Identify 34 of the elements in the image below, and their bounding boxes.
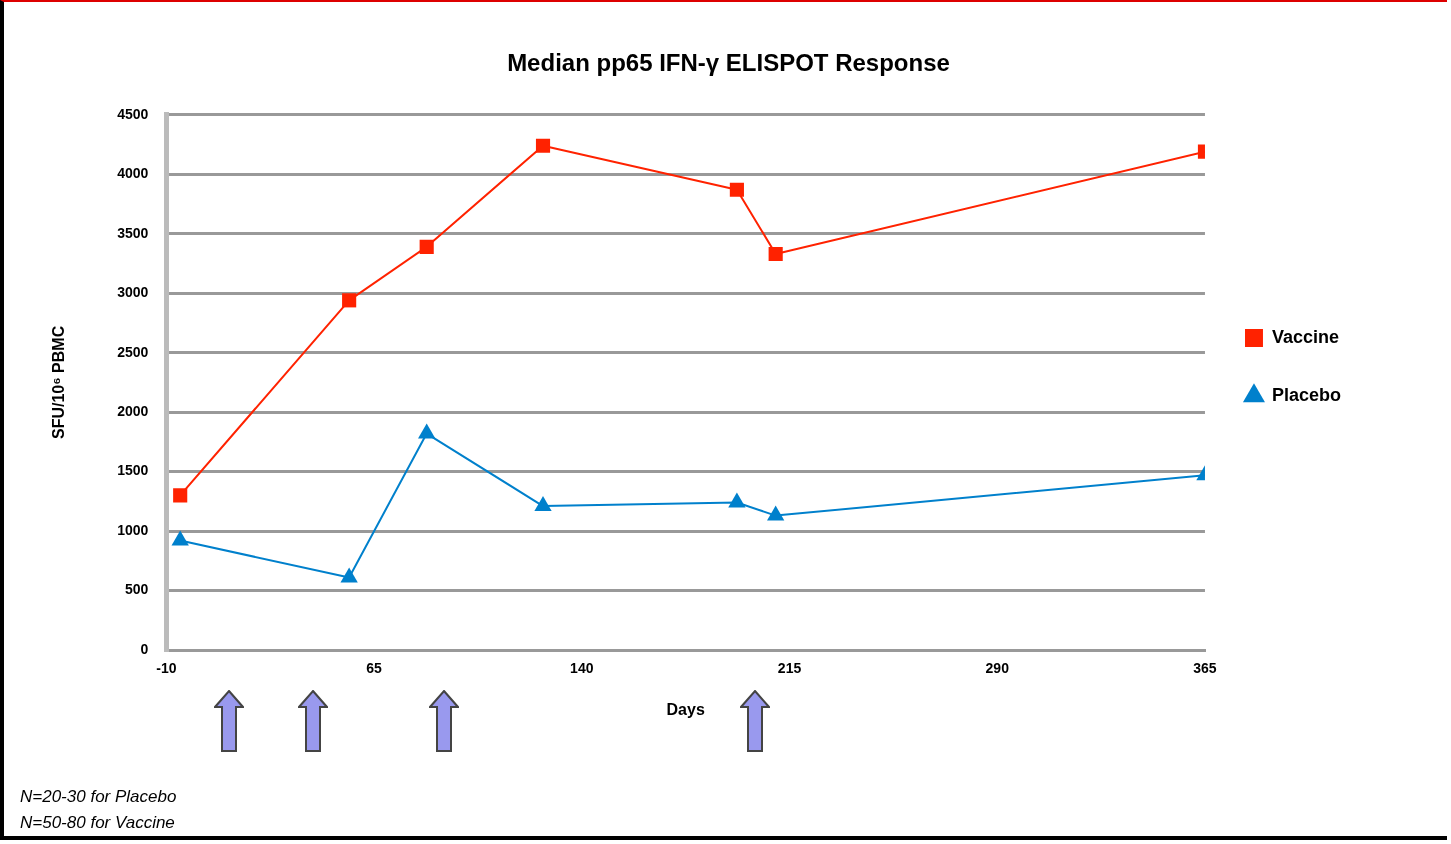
y-tick-label: 3000 bbox=[117, 284, 149, 301]
text: N=50-80 for Vaccine bbox=[20, 812, 176, 834]
y-axis-title: SFU/10⁶ PBMC bbox=[50, 325, 68, 439]
y-tick-label: 0 bbox=[140, 640, 149, 657]
chart-title: Median pp65 IFN-γ ELISPOT Response bbox=[507, 49, 950, 77]
point bbox=[767, 505, 785, 521]
point bbox=[342, 293, 357, 308]
point bbox=[418, 423, 436, 439]
x-tick-label: 290 bbox=[985, 660, 1010, 677]
legend-label: Vaccine bbox=[1271, 326, 1340, 347]
point bbox=[340, 567, 358, 583]
x-axis-title: Days bbox=[666, 700, 705, 718]
point bbox=[419, 239, 434, 254]
text: N=20-30 for Placebo bbox=[20, 786, 177, 808]
point bbox=[535, 138, 551, 153]
y-tick-label: 3500 bbox=[117, 224, 149, 241]
x-tick-label: 140 bbox=[570, 660, 594, 677]
x-tick-label: -10 bbox=[156, 660, 177, 677]
y-tick-label: 2000 bbox=[117, 402, 149, 419]
point bbox=[768, 246, 783, 262]
y-tick-label: 2500 bbox=[117, 343, 149, 360]
x-tick-label: 365 bbox=[1193, 660, 1217, 677]
y-tick-label: 500 bbox=[124, 581, 149, 598]
point bbox=[728, 492, 746, 508]
y-tick-label: 4000 bbox=[117, 165, 149, 182]
point bbox=[171, 530, 189, 546]
x-tick-label: 65 bbox=[366, 660, 383, 677]
point bbox=[534, 496, 552, 512]
x-tick-label: 215 bbox=[777, 660, 802, 677]
y-tick-label: 4500 bbox=[117, 105, 149, 122]
point bbox=[729, 182, 744, 197]
y-tick-label: 1500 bbox=[117, 462, 149, 479]
y-tick-label: 1000 bbox=[117, 521, 149, 538]
legend-label: Placebo bbox=[1271, 384, 1341, 405]
